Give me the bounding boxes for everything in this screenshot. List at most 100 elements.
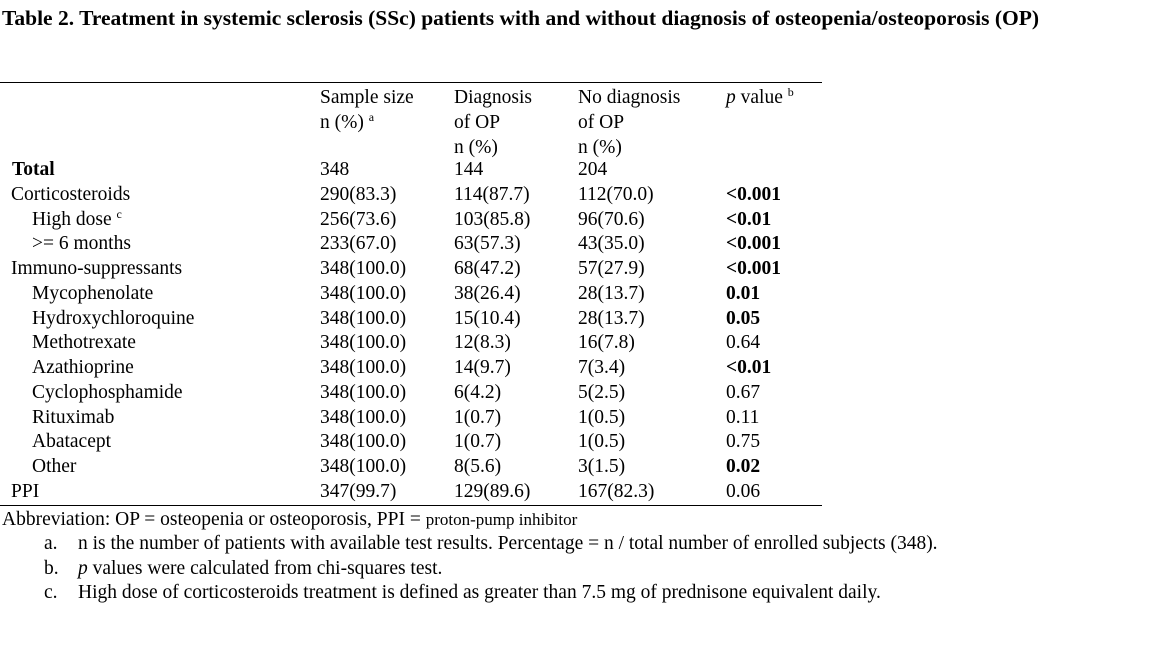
cell-no-diagnosis: 112(70.0) bbox=[578, 183, 654, 205]
table-row: Other 348(100.0) 8(5.6) 3(1.5) 0.02 bbox=[0, 455, 822, 480]
row-label: Cyclophosphamide bbox=[32, 381, 183, 403]
row-label: >= 6 months bbox=[32, 233, 131, 255]
header-diag-line2: of OP bbox=[454, 112, 501, 133]
cell-sample: 348(100.0) bbox=[320, 381, 407, 403]
cell-diagnosis: 129(89.6) bbox=[454, 480, 531, 502]
cell-diagnosis: 144 bbox=[454, 159, 484, 180]
table-row: Hydroxychloroquine 348(100.0) 15(10.4) 2… bbox=[0, 307, 822, 332]
cell-p-value: 0.01 bbox=[726, 282, 761, 304]
cell-sample: 347(99.7) bbox=[320, 480, 397, 502]
row-label: Methotrexate bbox=[32, 332, 136, 354]
header-p-value: p value b bbox=[726, 85, 794, 110]
row-label: Rituximab bbox=[32, 406, 115, 428]
cell-p-value: 0.05 bbox=[726, 307, 761, 329]
row-label: Total bbox=[12, 159, 55, 180]
header-nodiag-line3: n (%) bbox=[578, 137, 622, 158]
table-bottom-rule bbox=[0, 505, 822, 506]
header-no-diagnosis: No diagnosis of OP n (%) bbox=[578, 85, 680, 160]
cell-sample: 348(100.0) bbox=[320, 307, 407, 329]
row-label: Mycophenolate bbox=[32, 282, 154, 304]
table-row: Rituximab 348(100.0) 1(0.7) 1(0.5) 0.11 bbox=[0, 406, 822, 431]
header-nodiag-line1: No diagnosis bbox=[578, 87, 681, 108]
cell-sample: 348(100.0) bbox=[320, 431, 407, 453]
table-row: Methotrexate 348(100.0) 12(8.3) 16(7.8) … bbox=[0, 331, 822, 356]
footnote-b: b. p values were calculated from chi-squ… bbox=[0, 557, 938, 582]
cell-p-value: 0.06 bbox=[726, 480, 761, 502]
cell-p-value: 0.02 bbox=[726, 456, 761, 477]
cell-p-value: <0.001 bbox=[726, 183, 781, 205]
cell-diagnosis: 8(5.6) bbox=[454, 456, 502, 477]
cell-no-diagnosis: 28(13.7) bbox=[578, 282, 645, 304]
cell-sample: 348 bbox=[320, 159, 350, 180]
cell-no-diagnosis: 57(27.9) bbox=[578, 258, 645, 279]
header-p-line: p value b bbox=[726, 85, 794, 108]
cell-p-value: <0.01 bbox=[726, 357, 772, 378]
header-diag-line1: Diagnosis bbox=[454, 87, 532, 108]
cell-p-value: 0.11 bbox=[726, 406, 760, 428]
row-label-sup: c bbox=[116, 206, 122, 221]
cell-no-diagnosis: 28(13.7) bbox=[578, 307, 645, 329]
header-nodiag-line2: of OP bbox=[578, 112, 625, 133]
cell-no-diagnosis: 5(2.5) bbox=[578, 381, 626, 403]
cell-sample: 290(83.3) bbox=[320, 183, 397, 205]
row-label: Corticosteroids bbox=[11, 183, 131, 205]
abbreviation-note: Abbreviation: OP = osteopenia or osteopo… bbox=[2, 508, 577, 532]
cell-no-diagnosis: 1(0.5) bbox=[578, 406, 626, 428]
footnote-italic: p bbox=[78, 557, 88, 579]
table-row: PPI 347(99.7) 129(89.6) 167(82.3) 0.06 bbox=[0, 480, 822, 505]
cell-p-value: <0.01 bbox=[726, 208, 772, 230]
abbreviation-ppi: proton-pump inhibitor bbox=[425, 510, 578, 529]
row-label: Other bbox=[32, 456, 77, 477]
cell-sample: 348(100.0) bbox=[320, 406, 407, 428]
cell-no-diagnosis: 167(82.3) bbox=[578, 480, 655, 502]
cell-diagnosis: 103(85.8) bbox=[454, 208, 531, 230]
table-row: Immuno-suppressants 348(100.0) 68(47.2) … bbox=[0, 257, 822, 282]
cell-no-diagnosis: 43(35.0) bbox=[578, 233, 645, 255]
header-p-sup: b bbox=[787, 85, 794, 99]
footnote-a: a. n is the number of patients with avai… bbox=[0, 532, 938, 557]
cell-no-diagnosis: 3(1.5) bbox=[578, 456, 626, 477]
row-label: Azathioprine bbox=[32, 357, 134, 378]
table-row: Total 348 144 204 bbox=[0, 158, 822, 183]
cell-p-value: 0.67 bbox=[726, 381, 761, 403]
header-sample-size: Sample size n (%) a bbox=[320, 85, 414, 135]
table-row: Abatacept 348(100.0) 1(0.7) 1(0.5) 0.75 bbox=[0, 430, 822, 455]
header-diagnosis: Diagnosis of OP n (%) bbox=[454, 85, 532, 160]
cell-no-diagnosis: 204 bbox=[578, 159, 608, 180]
cell-p-value: 0.75 bbox=[726, 431, 761, 453]
cell-sample: 348(100.0) bbox=[320, 258, 407, 279]
row-label: Hydroxychloroquine bbox=[32, 307, 195, 329]
table-body: Total 348 144 204 Corticosteroids 290(83… bbox=[0, 158, 822, 505]
footnotes: a. n is the number of patients with avai… bbox=[0, 532, 1000, 606]
footnote-marker: c. bbox=[44, 582, 58, 603]
table-row: Corticosteroids 290(83.3) 114(87.7) 112(… bbox=[0, 183, 822, 208]
header-sample-sup: a bbox=[368, 110, 375, 124]
cell-diagnosis: 68(47.2) bbox=[454, 258, 521, 279]
cell-diagnosis: 63(57.3) bbox=[454, 233, 521, 255]
cell-sample: 233(67.0) bbox=[320, 233, 397, 255]
table-row: Cyclophosphamide 348(100.0) 6(4.2) 5(2.5… bbox=[0, 381, 822, 406]
cell-diagnosis: 1(0.7) bbox=[454, 406, 502, 428]
table-top-rule bbox=[0, 82, 822, 83]
footnote-text: values were calculated from chi-squares … bbox=[87, 557, 443, 579]
cell-diagnosis: 15(10.4) bbox=[454, 307, 521, 329]
row-label: High dose c bbox=[32, 206, 122, 230]
footnote-c: c. High dose of corticosteroids treatmen… bbox=[0, 581, 938, 606]
cell-no-diagnosis: 16(7.8) bbox=[578, 332, 635, 354]
table-title: Table 2. Treatment in systemic sclerosis… bbox=[2, 6, 1040, 30]
cell-sample: 348(100.0) bbox=[320, 282, 407, 304]
footnote-text: High dose of corticosteroids treatment i… bbox=[78, 582, 881, 603]
row-label: Abatacept bbox=[32, 431, 112, 453]
cell-diagnosis: 14(9.7) bbox=[454, 357, 511, 378]
cell-p-value: <0.001 bbox=[726, 258, 781, 279]
footnote-marker: a. bbox=[44, 533, 58, 554]
cell-diagnosis: 6(4.2) bbox=[454, 381, 502, 403]
table-row: Mycophenolate 348(100.0) 38(26.4) 28(13.… bbox=[0, 282, 822, 307]
cell-p-value: <0.001 bbox=[726, 233, 781, 255]
footnote-text: n is the number of patients with availab… bbox=[78, 533, 938, 554]
cell-sample: 348(100.0) bbox=[320, 357, 407, 378]
table-row: Azathioprine 348(100.0) 14(9.7) 7(3.4) <… bbox=[0, 356, 822, 381]
cell-no-diagnosis: 7(3.4) bbox=[578, 357, 626, 378]
cell-p-value: 0.64 bbox=[726, 332, 761, 354]
cell-diagnosis: 12(8.3) bbox=[454, 332, 511, 354]
